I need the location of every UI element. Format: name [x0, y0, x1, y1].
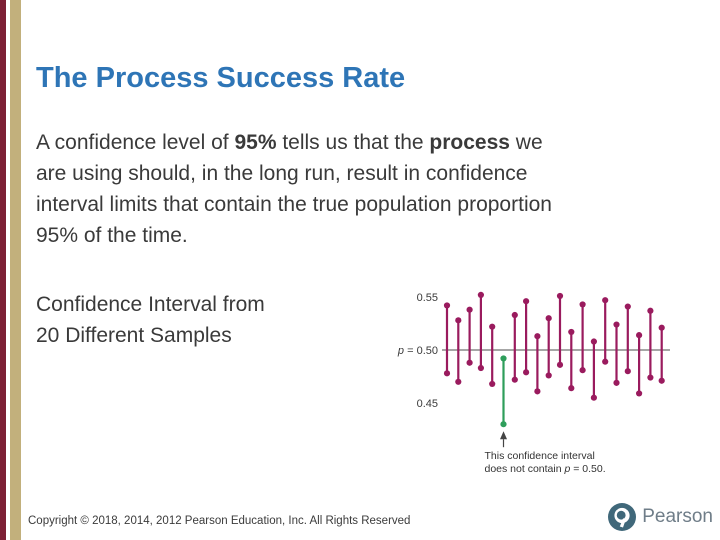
confidence-interval-top-dot [534, 333, 541, 340]
text-line: interval limits that contain the true po… [36, 193, 552, 216]
confidence-interval-bottom-dot [658, 377, 665, 384]
confidence-interval-bottom-dot [534, 388, 541, 395]
text-line: A confidence level of 95% tells us that … [36, 131, 543, 154]
confidence-interval-bottom-dot [613, 379, 620, 386]
confidence-interval-bottom-dot [511, 376, 518, 383]
text-line: 20 Different Samples [36, 324, 232, 347]
body-paragraph: A confidence level of 95% tells us that … [36, 127, 552, 251]
confidence-interval-top-dot [477, 291, 484, 298]
text-line: are using should, in the long run, resul… [36, 162, 528, 185]
confidence-interval-bottom-dot [466, 359, 473, 366]
pearson-wordmark: Pearson [642, 506, 713, 527]
confidence-interval-bottom-dot [602, 358, 609, 365]
confidence-interval-top-dot [579, 301, 586, 308]
chart-annotation: This confidence interval does not contai… [485, 450, 606, 476]
confidence-interval-top-dot [511, 311, 518, 319]
confidence-interval-bottom-dot [568, 385, 575, 392]
chart-area: 0.55 0.45 p = 0.50 This confidence interva… [378, 258, 688, 493]
reference-line-label: p = 0.50 [397, 345, 438, 357]
confidence-interval-top-dot [545, 315, 552, 322]
confidence-interval-top-dot [556, 292, 564, 300]
annotation-arrow-head [500, 431, 507, 440]
confidence-interval-top-dot [523, 298, 530, 305]
y-tick-label: 0.45 [417, 398, 438, 410]
confidence-interval-top-dot [466, 306, 473, 313]
annotation-line-1: This confidence interval [484, 450, 595, 463]
confidence-interval-top-dot [658, 324, 665, 331]
chart-caption: Confidence Interval from 20 Different Sam… [36, 289, 265, 351]
left-accent-bar-tan [10, 0, 21, 540]
confidence-interval-bottom-dot [455, 378, 462, 385]
copyright-text: Copyright © 2018, 2014, 2012 Pearson Edu… [28, 515, 411, 527]
confidence-interval-top-dot [489, 323, 496, 330]
page-title: The Process Success Rate [36, 62, 406, 94]
left-accent-bar-maroon [0, 0, 6, 540]
pearson-logo: Pearson [607, 502, 713, 532]
confidence-interval-top-dot [636, 332, 643, 339]
text-line: Confidence Interval from [36, 293, 265, 316]
confidence-interval-bottom-dot [579, 367, 586, 374]
pearson-logo-icon [608, 503, 637, 531]
confidence-interval-top-dot [613, 321, 620, 328]
confidence-interval-bottom-dot [556, 361, 564, 368]
confidence-interval-top-dot [443, 302, 451, 309]
confidence-interval-top-dot [568, 328, 575, 336]
confidence-interval-top-dot [455, 317, 462, 324]
confidence-interval-miss-top-dot [500, 355, 507, 362]
text-line: 95% of the time. [36, 224, 188, 247]
confidence-interval-bottom-dot [590, 394, 597, 401]
confidence-interval-bottom-dot [647, 374, 654, 381]
confidence-interval-bottom-dot [624, 368, 631, 375]
annotation-line-2: does not contain p = 0.50. [484, 463, 606, 476]
confidence-interval-bottom-dot [443, 370, 451, 377]
confidence-interval-bottom-dot [545, 372, 552, 379]
y-tick-label: 0.55 [417, 292, 438, 304]
confidence-interval-top-dot [590, 338, 597, 345]
confidence-interval-top-dot [647, 307, 654, 314]
confidence-interval-miss-bottom-dot [500, 421, 507, 428]
confidence-interval-bottom-dot [636, 390, 643, 397]
confidence-interval-bottom-dot [477, 364, 484, 372]
confidence-interval-bottom-dot [489, 380, 496, 388]
confidence-interval-top-dot [624, 303, 631, 310]
ci-chart: 0.55 0.45 p = 0.50 [397, 291, 670, 448]
confidence-interval-top-dot [602, 297, 609, 304]
confidence-interval-bottom-dot [523, 369, 530, 376]
